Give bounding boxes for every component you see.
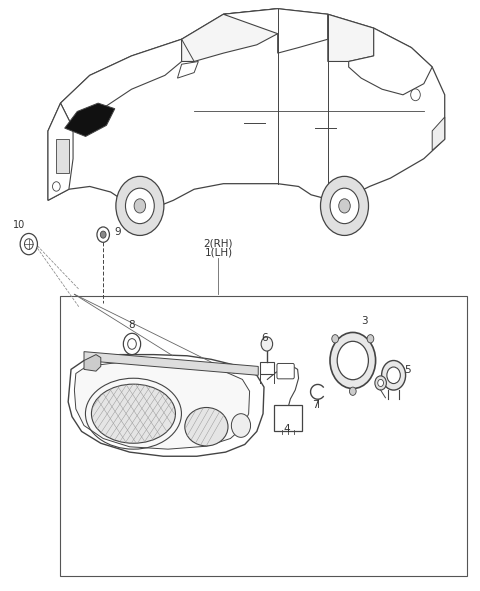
Text: 9: 9 bbox=[114, 228, 121, 237]
Circle shape bbox=[367, 335, 374, 343]
Circle shape bbox=[330, 188, 359, 223]
Polygon shape bbox=[60, 39, 181, 128]
Polygon shape bbox=[84, 352, 258, 375]
Polygon shape bbox=[223, 9, 328, 53]
Polygon shape bbox=[48, 103, 73, 200]
Circle shape bbox=[128, 339, 136, 349]
Polygon shape bbox=[68, 355, 264, 456]
FancyBboxPatch shape bbox=[277, 363, 294, 379]
Text: 8: 8 bbox=[129, 320, 135, 330]
Circle shape bbox=[100, 231, 106, 238]
Text: 3: 3 bbox=[361, 316, 368, 326]
Circle shape bbox=[375, 376, 386, 390]
Text: 6: 6 bbox=[262, 333, 268, 343]
Ellipse shape bbox=[330, 332, 376, 389]
Bar bbox=[60, 296, 467, 576]
Text: 1(LH): 1(LH) bbox=[204, 248, 232, 258]
Circle shape bbox=[411, 89, 420, 100]
Polygon shape bbox=[432, 117, 444, 150]
Text: 10: 10 bbox=[13, 220, 25, 230]
Ellipse shape bbox=[231, 414, 251, 437]
Circle shape bbox=[123, 333, 141, 355]
Circle shape bbox=[97, 227, 109, 242]
Circle shape bbox=[339, 199, 350, 213]
Circle shape bbox=[387, 367, 400, 384]
Circle shape bbox=[261, 337, 273, 351]
Circle shape bbox=[52, 182, 60, 191]
Ellipse shape bbox=[185, 408, 228, 446]
Polygon shape bbox=[74, 362, 250, 449]
FancyBboxPatch shape bbox=[274, 405, 302, 431]
Polygon shape bbox=[84, 355, 101, 371]
Polygon shape bbox=[48, 9, 444, 209]
Circle shape bbox=[332, 335, 338, 343]
Circle shape bbox=[134, 199, 145, 213]
Circle shape bbox=[125, 188, 154, 223]
Circle shape bbox=[349, 387, 356, 395]
Circle shape bbox=[116, 176, 164, 235]
Polygon shape bbox=[328, 14, 374, 61]
Polygon shape bbox=[260, 362, 274, 374]
Circle shape bbox=[321, 176, 369, 235]
Polygon shape bbox=[348, 28, 432, 95]
Text: 5: 5 bbox=[404, 365, 411, 375]
Ellipse shape bbox=[91, 384, 176, 443]
Polygon shape bbox=[181, 9, 277, 61]
Polygon shape bbox=[56, 139, 69, 173]
Polygon shape bbox=[178, 61, 198, 78]
Ellipse shape bbox=[337, 341, 369, 380]
Text: 7: 7 bbox=[312, 400, 319, 410]
Circle shape bbox=[20, 233, 37, 255]
Circle shape bbox=[378, 379, 384, 387]
Circle shape bbox=[382, 361, 406, 390]
Text: 4: 4 bbox=[284, 424, 290, 434]
Circle shape bbox=[24, 239, 33, 249]
Polygon shape bbox=[65, 103, 115, 137]
Text: 2(RH): 2(RH) bbox=[204, 238, 233, 248]
